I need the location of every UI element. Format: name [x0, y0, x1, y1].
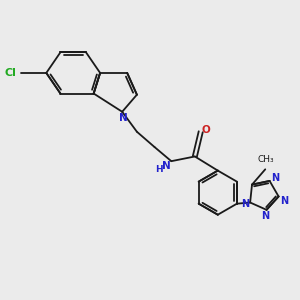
Text: N: N	[280, 196, 288, 206]
Text: O: O	[202, 125, 210, 135]
Text: CH₃: CH₃	[257, 155, 274, 164]
Text: H: H	[155, 165, 163, 174]
Text: N: N	[119, 113, 128, 123]
Text: N: N	[241, 199, 249, 209]
Text: N: N	[162, 161, 170, 172]
Text: N: N	[271, 173, 279, 183]
Text: Cl: Cl	[5, 68, 17, 78]
Text: N: N	[261, 211, 269, 221]
